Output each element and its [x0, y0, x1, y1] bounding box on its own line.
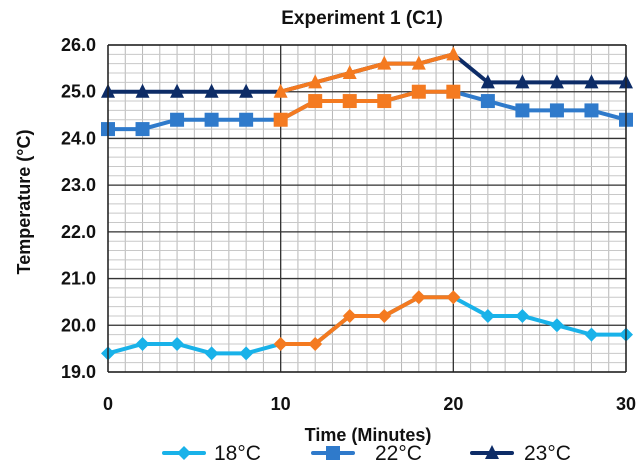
diamond-marker [204, 346, 219, 361]
x-tick-label: 30 [616, 394, 636, 414]
square-marker [480, 94, 495, 109]
square-marker [446, 84, 461, 99]
legend-item-2: 22°C [311, 442, 422, 465]
square-marker [584, 103, 599, 118]
triangle-marker [170, 83, 185, 98]
triangle-marker [273, 83, 288, 98]
triangle-marker [584, 74, 599, 89]
diamond-marker [549, 318, 564, 333]
square-marker [411, 84, 426, 99]
square-marker [204, 112, 219, 127]
series-layer [101, 46, 633, 361]
diamond-marker [446, 290, 461, 305]
x-tick-label: 0 [103, 394, 113, 414]
diamond-marker [308, 336, 323, 351]
triangle-marker [342, 65, 357, 80]
diamond-marker [239, 346, 254, 361]
series-highlight-line [278, 52, 456, 94]
y-tick-label: 21.0 [61, 269, 96, 289]
y-tick-label: 26.0 [61, 35, 96, 55]
diamond-marker [377, 308, 392, 323]
legend-label: 18°C [214, 442, 261, 465]
diamond-marker [342, 308, 357, 323]
tick-labels: 19.0 20.0 21.0 22.0 23.0 24.0 25.0 26.0 0 10 20 30 [61, 35, 636, 414]
legend-label: 22°C [375, 442, 422, 465]
y-tick-label: 20.0 [61, 315, 96, 335]
legend-triangle-marker [485, 445, 499, 459]
triangle-marker [135, 83, 150, 98]
legend: 18°C 22°C 23°C [162, 442, 571, 465]
triangle-marker [239, 83, 254, 98]
square-marker [342, 94, 357, 109]
y-tick-label: 25.0 [61, 82, 96, 102]
triangle-marker [446, 46, 461, 61]
legend-label: 23°C [524, 442, 571, 465]
y-tick-label: 24.0 [61, 128, 96, 148]
legend-item-3: 23°C [470, 442, 571, 465]
triangle-marker [308, 74, 323, 89]
square-marker [549, 103, 564, 118]
square-marker [273, 112, 288, 127]
y-axis-title: Temperature (°C) [14, 130, 34, 275]
legend-item-1: 18°C [162, 442, 261, 465]
chart-title: Experiment 1 (C1) [281, 8, 443, 29]
y-tick-label: 19.0 [61, 362, 96, 382]
square-marker [170, 112, 185, 127]
diamond-marker [480, 308, 495, 323]
triangle-marker [411, 55, 426, 70]
legend-square-marker [326, 446, 340, 460]
series-2 [101, 84, 633, 137]
legend-diamond-marker [177, 446, 191, 460]
triangle-marker [515, 74, 530, 89]
diamond-marker [515, 308, 530, 323]
diamond-marker [170, 336, 185, 351]
series-3 [101, 46, 633, 98]
square-marker [135, 122, 150, 137]
x-axis-title: Time (Minutes) [305, 425, 432, 445]
square-marker [377, 94, 392, 109]
y-tick-label: 23.0 [61, 175, 96, 195]
square-marker [308, 94, 323, 109]
triangle-marker [204, 83, 219, 98]
diamond-marker [273, 336, 288, 351]
diamond-marker [411, 290, 426, 305]
diamond-marker [135, 336, 150, 351]
x-tick-label: 20 [443, 394, 463, 414]
diamond-marker [584, 327, 599, 342]
axes [107, 44, 627, 373]
triangle-marker [480, 74, 495, 89]
x-tick-label: 10 [271, 394, 291, 414]
triangle-marker [377, 55, 392, 70]
square-marker [239, 112, 254, 127]
square-marker [515, 103, 530, 118]
series-1 [101, 290, 633, 361]
triangle-marker [549, 74, 564, 89]
y-tick-label: 22.0 [61, 222, 96, 242]
